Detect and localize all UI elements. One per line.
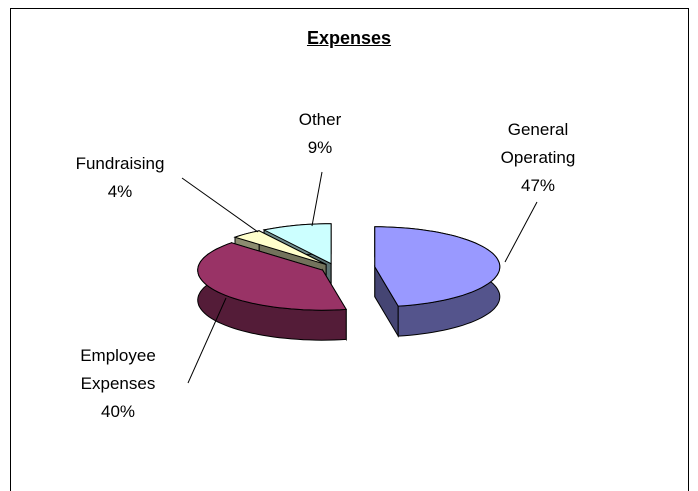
slice-top: [374, 226, 501, 307]
leader-line: [181, 177, 259, 233]
category-label: Fundraising: [75, 154, 165, 173]
slice: [197, 242, 348, 342]
slice-top: [197, 242, 348, 311]
category-label: General Operating: [500, 120, 576, 167]
slice-top: [233, 230, 327, 265]
category-label: Other: [298, 110, 342, 129]
slice: [374, 226, 501, 338]
leader-line: [311, 171, 323, 227]
data-label: Fundraising 4%: [60, 150, 180, 206]
data-label: Other 9%: [270, 106, 370, 162]
slice-top: [262, 223, 332, 265]
leader-line: [187, 297, 227, 384]
data-label: Employee Expenses 40%: [68, 342, 168, 426]
data-label: General Operating 47%: [488, 116, 588, 200]
value-label: 47%: [520, 176, 556, 195]
leader-line: [504, 201, 538, 263]
pie: [197, 223, 501, 342]
value-label: 9%: [307, 138, 333, 157]
chart-title: Expenses: [306, 28, 392, 48]
category-label: Employee Expenses: [80, 346, 156, 393]
leader-lines: [181, 171, 538, 384]
value-label: 40%: [100, 402, 136, 421]
frame: [10, 8, 689, 491]
value-label: 4%: [107, 182, 133, 201]
